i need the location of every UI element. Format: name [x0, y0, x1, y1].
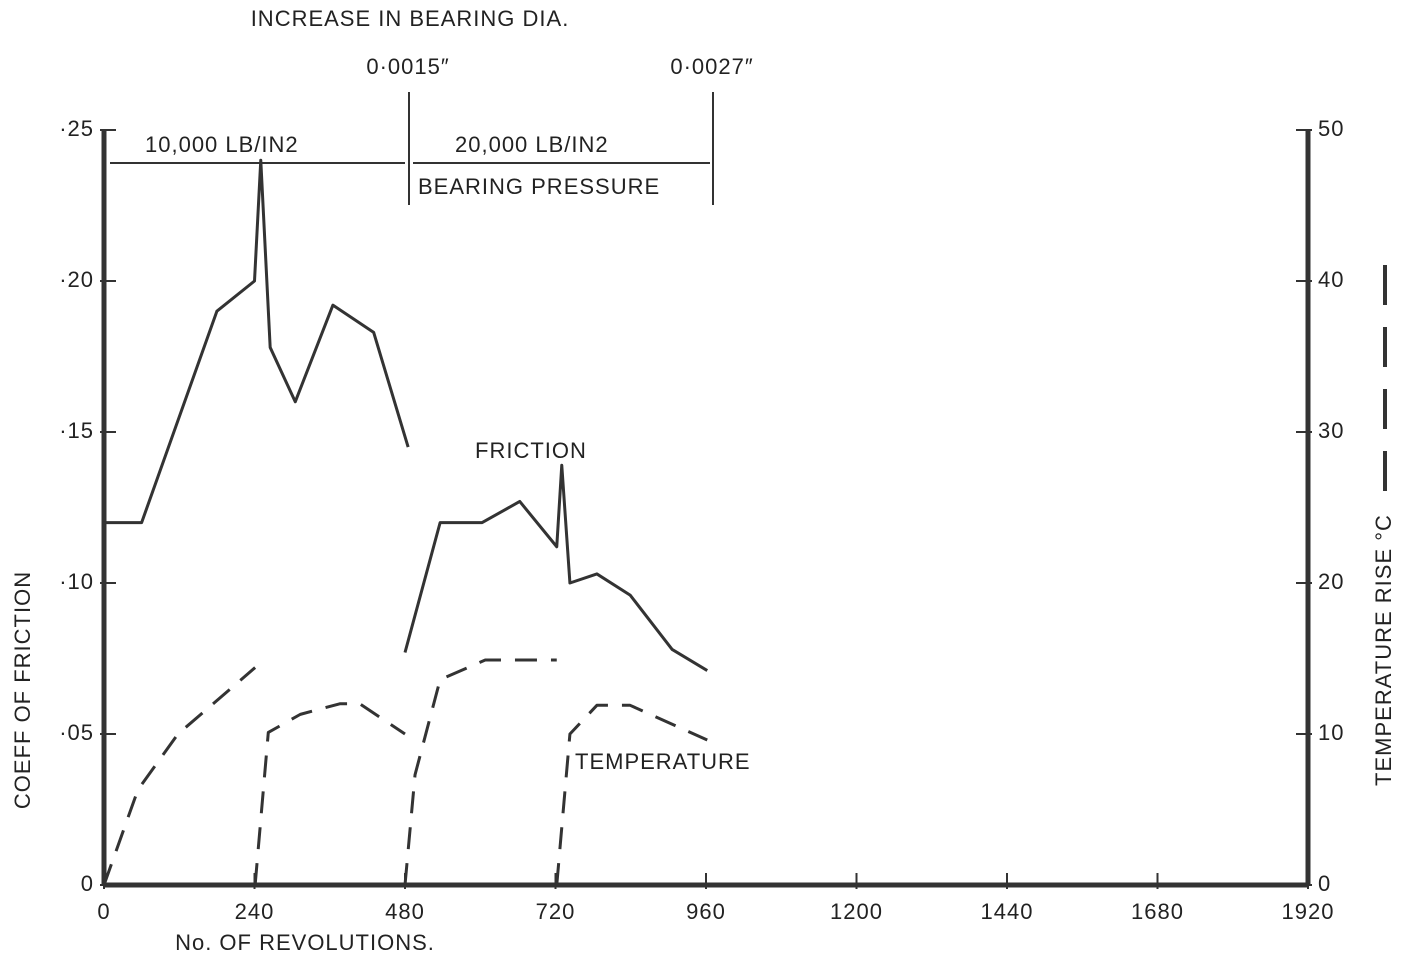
- x-axis-label: No. OF REVOLUTIONS.: [175, 930, 435, 955]
- x-tick-label: 1440: [981, 899, 1034, 924]
- x-tick-label: 960: [686, 899, 726, 924]
- y2-tick-label: 0: [1318, 871, 1331, 896]
- series-line: [104, 158, 709, 672]
- y2-tick-label: 20: [1318, 569, 1344, 594]
- y2-tick-label: 50: [1318, 116, 1344, 141]
- y-tick-label: 0: [81, 871, 94, 896]
- x-tick-label: 1680: [1131, 899, 1184, 924]
- y2-tick-label: 40: [1318, 267, 1344, 292]
- annotation: 0·0015″: [366, 54, 449, 79]
- series-label: FRICTION: [475, 438, 587, 463]
- x-tick-label: 1200: [830, 899, 883, 924]
- y2-tick-label: 10: [1318, 720, 1344, 745]
- x-tick-label: 480: [385, 899, 425, 924]
- x-tick-label: 720: [536, 899, 576, 924]
- x-tick-label: 240: [235, 899, 275, 924]
- annotation: 20,000 LB/IN2: [455, 132, 609, 157]
- y-tick-label: ·15: [59, 418, 94, 443]
- x-tick-label: 0: [97, 899, 110, 924]
- annotation: INCREASE IN BEARING DIA.: [251, 6, 570, 31]
- x-tick-label: 1920: [1282, 899, 1335, 924]
- series-label: TEMPERATURE: [575, 749, 751, 774]
- y-tick-label: ·05: [59, 720, 94, 745]
- annotation: 10,000 LB/IN2: [145, 132, 299, 157]
- y-tick-label: ·25: [59, 116, 94, 141]
- y-tick-label: ·20: [59, 267, 94, 292]
- y-axis-label: COEFF OF FRICTION: [10, 571, 35, 809]
- annotation: BEARING PRESSURE: [418, 174, 660, 199]
- annotation: 0·0027″: [670, 54, 753, 79]
- y2-tick-label: 30: [1318, 418, 1344, 443]
- y2-axis-label: TEMPERATURE RISE °C: [1371, 514, 1396, 786]
- y-tick-label: ·10: [59, 569, 94, 594]
